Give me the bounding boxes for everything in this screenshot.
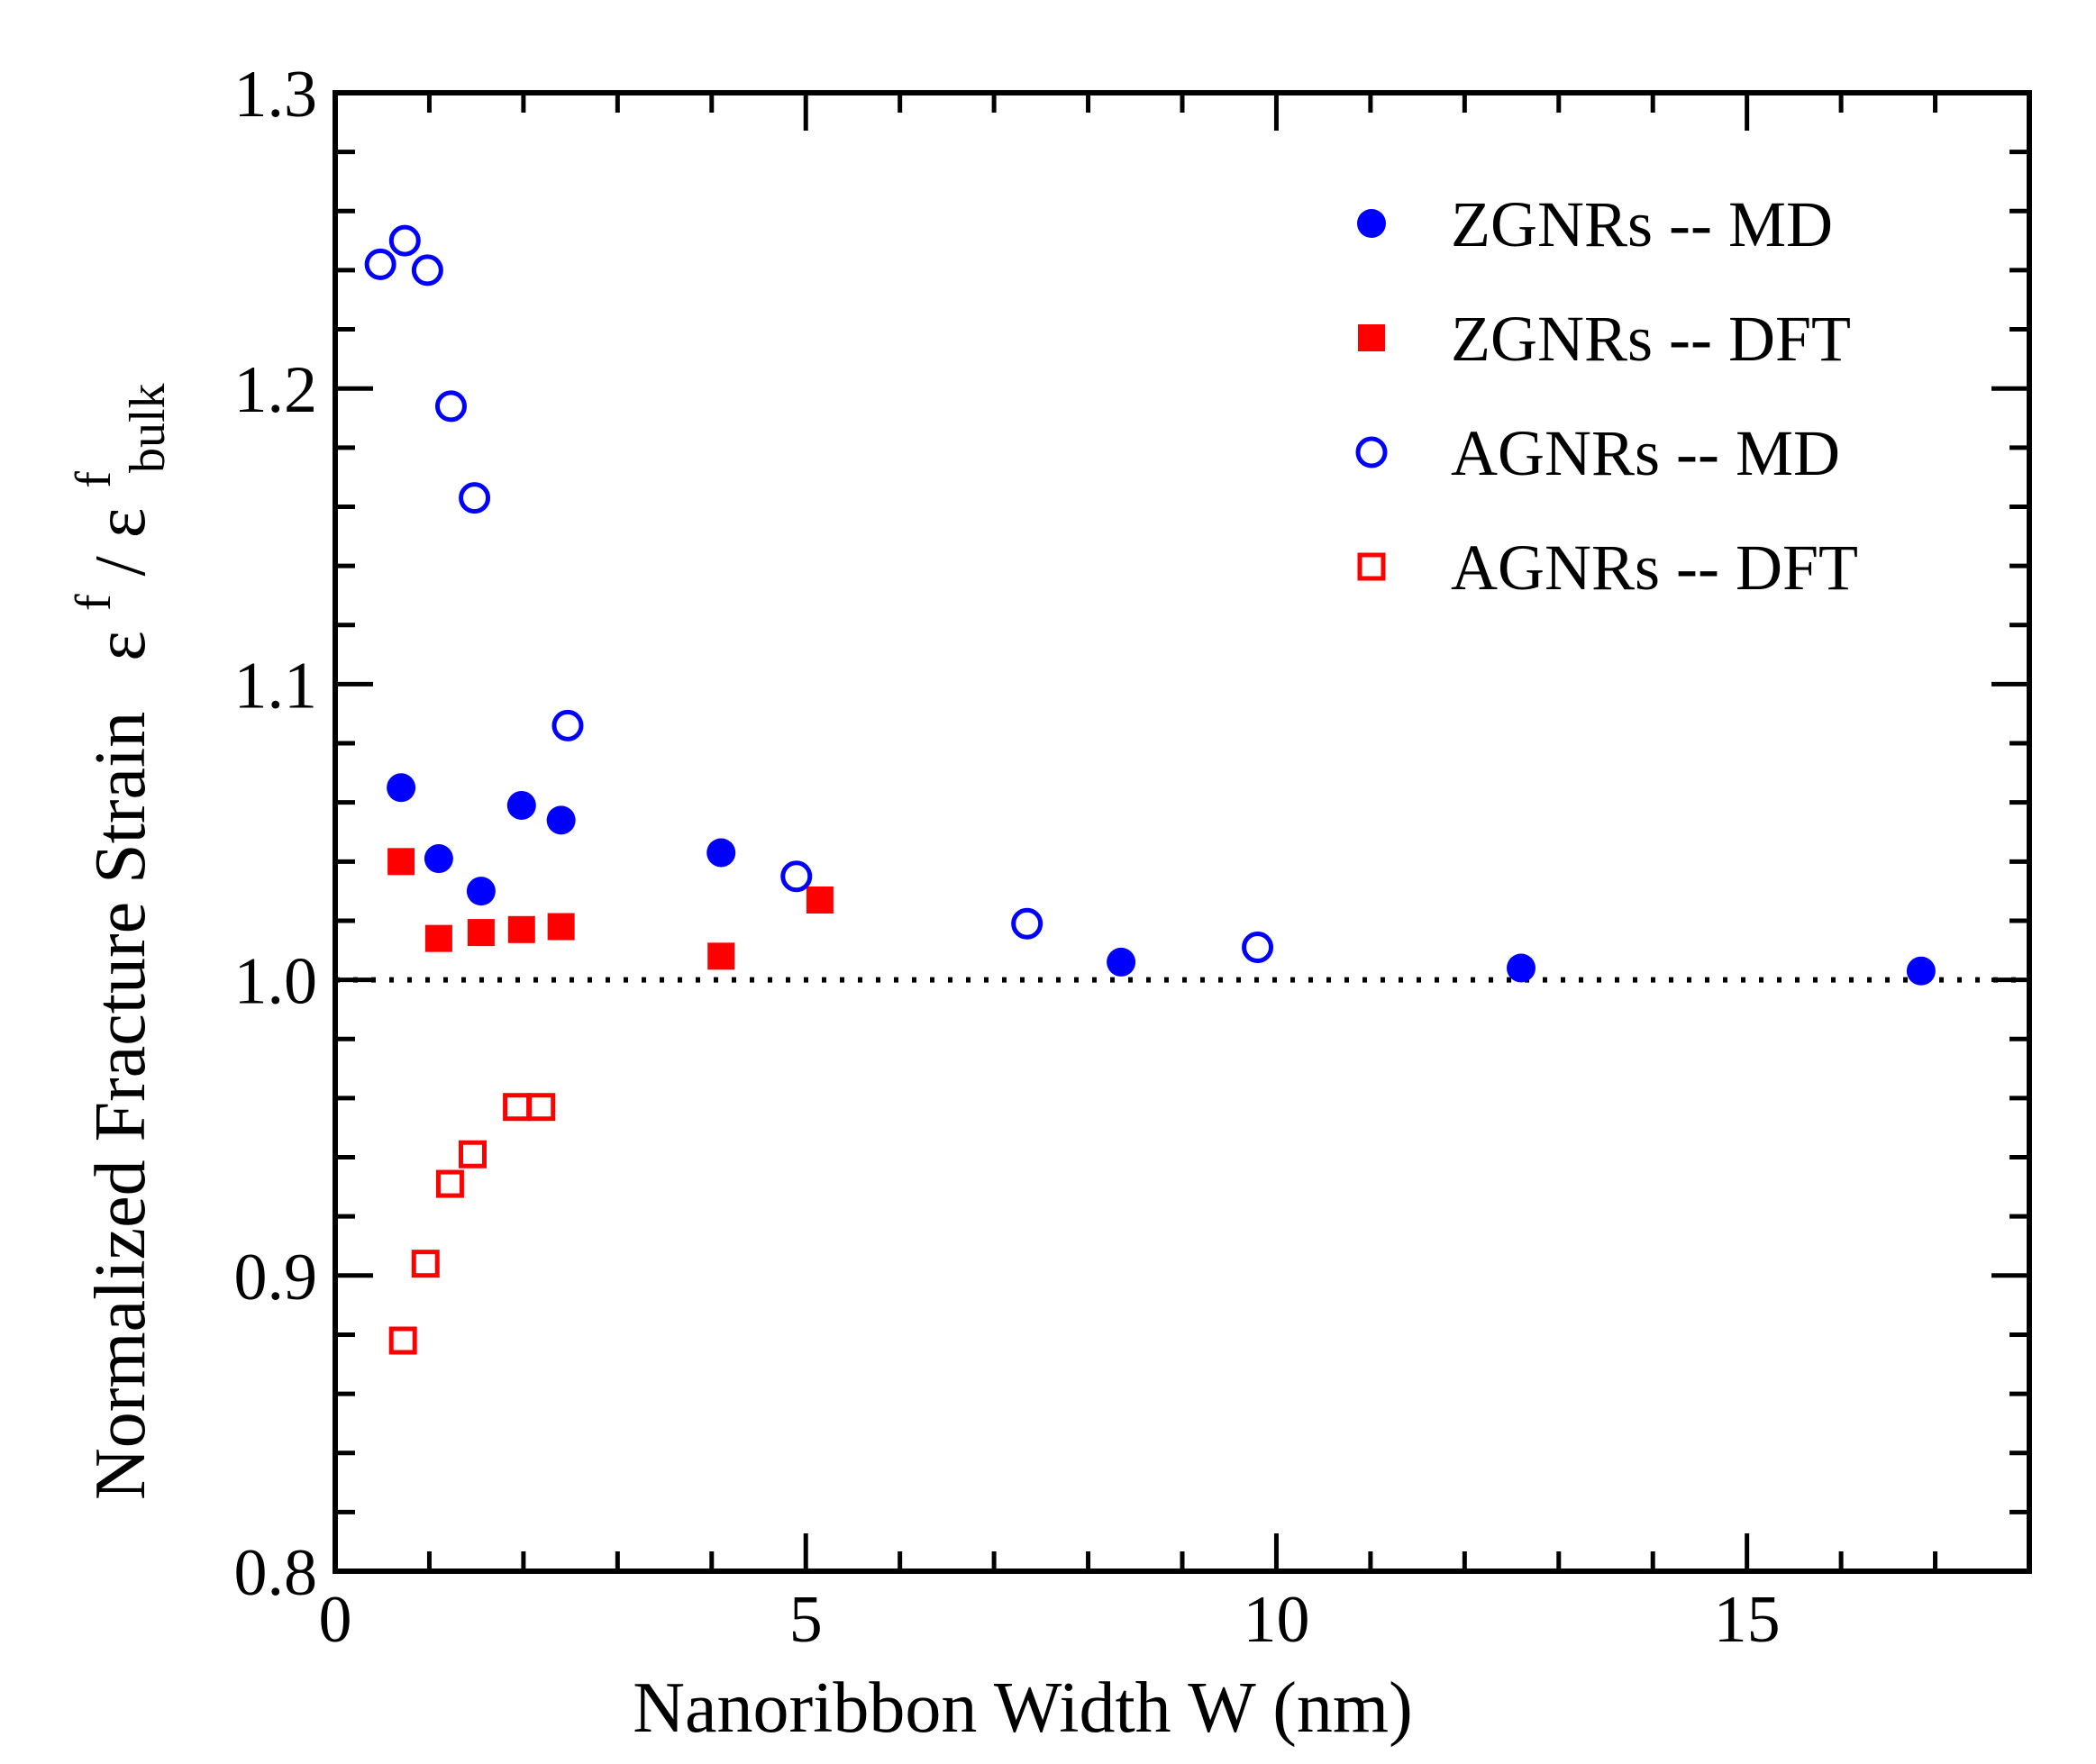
data-point (424, 924, 452, 952)
data-point (467, 919, 495, 947)
data-point (506, 790, 536, 820)
data-point (507, 915, 535, 943)
y-tick-label: 1.3 (234, 58, 318, 132)
data-point (424, 844, 453, 874)
data-point (707, 942, 735, 970)
plot-frame (333, 90, 2032, 1574)
data-point (466, 877, 496, 906)
data-point (547, 913, 575, 941)
y-axis-title-epsilon: ε (81, 631, 160, 661)
data-point (387, 773, 416, 803)
data-point (527, 1093, 556, 1122)
data-point (434, 390, 467, 423)
series-zgnrs-md (387, 773, 1936, 986)
y-tick-label: 0.9 (234, 1241, 318, 1314)
x-axis-title: Nanoribbon Width W (nm) (633, 1669, 1413, 1748)
legend-marker (1355, 436, 1388, 468)
data-point (411, 1250, 440, 1278)
y-tick-label: 1.0 (234, 945, 318, 1019)
legend-label: AGNRs -- DFT (1451, 532, 1858, 604)
y-axis-title: Normalized Fracture Strain ε f / ε f bul… (47, 383, 176, 1500)
y-tick-label: 0.8 (234, 1536, 318, 1610)
y-axis-title-main: Normalized Fracture Strain (81, 712, 160, 1500)
legend-marker (1357, 552, 1386, 581)
x-tick-label: 15 (1714, 1583, 1781, 1657)
data-point (364, 248, 396, 280)
data-point (1507, 953, 1536, 983)
data-point (1906, 956, 1936, 986)
data-point (706, 838, 736, 868)
data-point (435, 1169, 464, 1198)
y-tick-label: 1.2 (234, 353, 318, 427)
data-point (551, 709, 584, 741)
y-axis-title-bulk-superscript: f (66, 471, 122, 488)
svg-text:Normalized Fracture Strain: Normalized Fracture Strain ε f / ε f bul… (47, 383, 176, 1500)
data-point (1242, 931, 1274, 963)
data-point (388, 1326, 417, 1355)
series-agnrs-dft (388, 1093, 556, 1355)
legend-marker (1357, 209, 1386, 238)
x-tick-label: 0 (319, 1583, 352, 1657)
legend-label: ZGNRs -- MD (1451, 188, 1833, 260)
legend-label: ZGNRs -- DFT (1451, 303, 1851, 375)
y-axis-title-superscript: f (66, 594, 122, 611)
data-point (1011, 907, 1043, 940)
legend-marker (1358, 324, 1385, 351)
data-point (411, 254, 443, 286)
data-point (458, 1140, 487, 1168)
points-layer (364, 224, 1936, 1355)
legend: ZGNRs -- MD ZGNRs -- DFT AGNRs -- MD AGNRs … (1355, 188, 1858, 604)
legend-label: AGNRs -- MD (1451, 417, 1840, 489)
tick-labels-layer: 0 5 10 15 0.8 0.9 1.0 1.1 1.2 1.3 (234, 58, 1781, 1657)
x-tick-label: 10 (1243, 1583, 1309, 1657)
series-zgnrs-dft (387, 848, 834, 970)
data-point (806, 886, 834, 914)
data-point (387, 848, 415, 876)
y-axis-title-slash: / (81, 538, 160, 576)
data-point (503, 1093, 532, 1122)
y-axis-title-epsilon-bulk: ε (81, 508, 160, 539)
data-point (1107, 947, 1136, 977)
series-agnrs-md (364, 224, 1274, 963)
data-point (780, 860, 813, 893)
y-axis-title-bulk-subscript: bulk (120, 383, 176, 473)
data-point (546, 805, 576, 835)
x-tick-label: 5 (789, 1583, 823, 1657)
data-point (388, 224, 421, 257)
y-tick-label: 1.1 (234, 649, 318, 723)
data-point (459, 482, 491, 514)
